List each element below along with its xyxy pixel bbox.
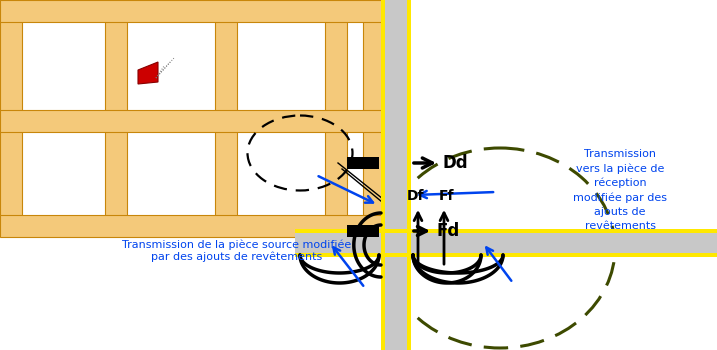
Bar	[0, 110, 385, 132]
Text: Transmission
vers la pièce de
réception
modifiée par des
ajouts de
revêtements: Transmission vers la pièce de réception …	[573, 149, 667, 231]
Text: Dd: Dd	[443, 154, 469, 172]
Text: Transmission de la pièce source modifiée: Transmission de la pièce source modifiée	[123, 240, 351, 251]
Bar	[363, 0, 385, 233]
Bar	[347, 157, 379, 169]
Bar	[407, 0, 411, 350]
Text: Df: Df	[407, 189, 424, 203]
Polygon shape	[138, 62, 158, 84]
Bar	[347, 225, 379, 237]
Bar	[0, 215, 385, 237]
Text: Ff: Ff	[438, 189, 454, 203]
Text: Fd: Fd	[437, 222, 460, 240]
Bar	[0, 0, 22, 233]
Bar	[215, 0, 237, 233]
Text: par des ajouts de revêtements: par des ajouts de revêtements	[151, 252, 323, 262]
Bar	[0, 0, 385, 22]
Bar	[105, 0, 127, 233]
Bar	[295, 253, 717, 257]
Bar	[381, 0, 385, 350]
Bar	[325, 0, 347, 233]
Bar	[295, 229, 717, 233]
Bar	[295, 233, 717, 253]
Bar	[385, 0, 407, 350]
